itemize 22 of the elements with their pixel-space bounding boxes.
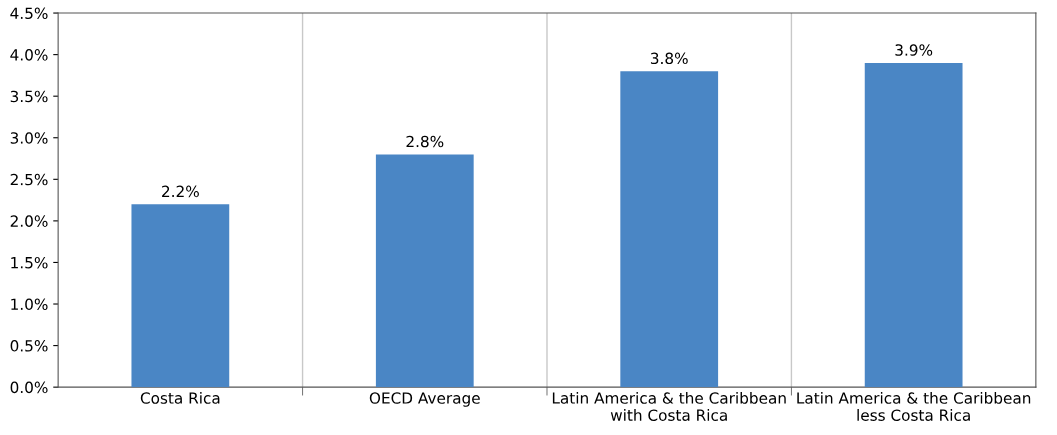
y-tick-label: 1.5% — [11, 256, 48, 269]
data-label: 2.8% — [406, 135, 444, 148]
x-tick-label: OECD Average — [369, 392, 480, 407]
y-tick-label: 4.5% — [10, 7, 48, 20]
y-tick-label: 1.0% — [11, 298, 48, 311]
y-tick-label: 2.0% — [10, 215, 48, 227]
bar — [375, 154, 474, 388]
bar — [131, 204, 230, 388]
y-tick-label: 2.5% — [10, 173, 48, 186]
data-label: 2.2% — [162, 185, 199, 198]
y-tick-label: 4.0% — [10, 49, 48, 61]
y-tick-label: 0.0% — [10, 381, 48, 394]
y-tick-label: 3.0% — [10, 132, 48, 144]
x-tick-label: Latin America & the Caribbean less Costa Rica — [797, 392, 1031, 421]
y-tick-label: 0.5% — [10, 340, 48, 352]
bar — [864, 62, 963, 388]
data-label: 3.9% — [895, 44, 933, 56]
x-tick-label: Costa Rica — [140, 392, 220, 404]
bar — [620, 71, 719, 388]
data-label: 3.8% — [650, 52, 688, 65]
x-tick-label: Latin America & the Caribbean with Costa Rica — [552, 392, 786, 421]
y-tick-label: 3.5% — [10, 90, 48, 103]
